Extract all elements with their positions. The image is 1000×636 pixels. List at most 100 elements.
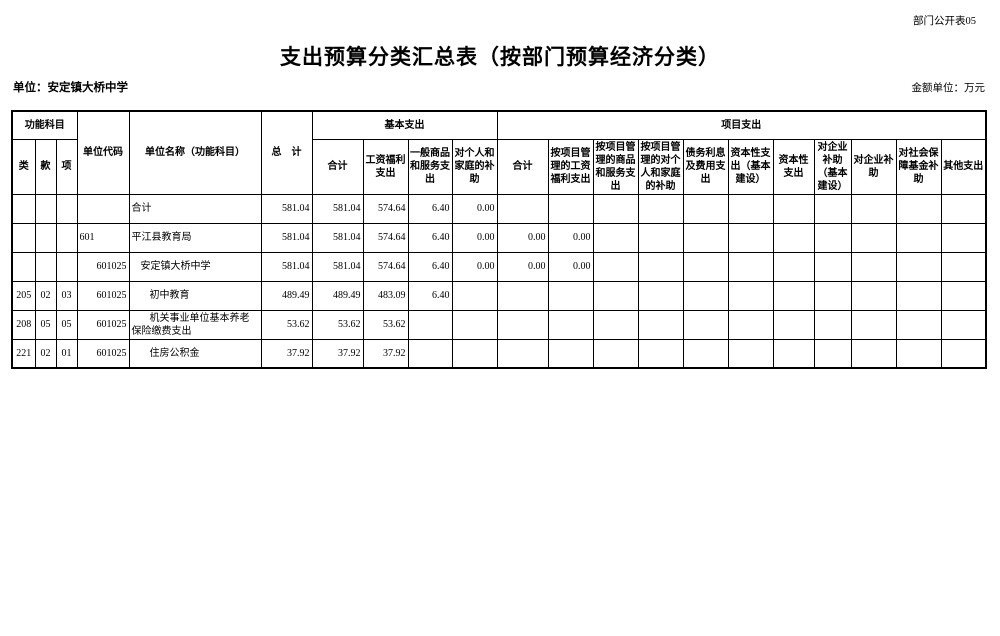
cell-unit-name: 平江县教育局 (128, 222, 262, 253)
cell-value (895, 280, 942, 311)
cell-value (940, 338, 987, 369)
cell-value (727, 280, 774, 311)
cell-value: 0.00 (451, 251, 498, 282)
table-row: 221 02 01 601025 住房公积金 37.92 37.92 37.92 (11, 338, 987, 369)
cell-value (451, 309, 498, 340)
cell-value (772, 251, 815, 282)
cell-value (637, 338, 684, 369)
cell-value (772, 222, 815, 253)
cell-value (772, 280, 815, 311)
cell-value (813, 338, 852, 369)
cell-value (592, 193, 639, 224)
cell-value (727, 222, 774, 253)
col-header-unit-name: 单位名称（功能科目） (128, 110, 262, 195)
cell-value: 489.49 (311, 280, 364, 311)
cell-value: 37.92 (362, 338, 409, 369)
cell-value (637, 193, 684, 224)
cell-value (682, 251, 729, 282)
cell-value (850, 222, 897, 253)
cell-value (940, 309, 987, 340)
cell-value (547, 280, 594, 311)
cell-value (407, 338, 453, 369)
cell-value (727, 251, 774, 282)
cell-value: 574.64 (362, 251, 409, 282)
table-row: 601025 安定镇大桥中学 581.04 581.04 574.64 6.40 0.00 0… (11, 251, 987, 282)
cell-func-item: 03 (55, 280, 78, 311)
col-header-enterprise-subsidy: 对企业补助 (850, 138, 897, 195)
cell-unit-code: 601025 (76, 309, 130, 340)
cell-value (813, 251, 852, 282)
cell-value: 581.04 (311, 193, 364, 224)
cell-value (547, 309, 594, 340)
col-header-func-item: 项 (55, 138, 78, 195)
cell-value: 483.09 (362, 280, 409, 311)
col-header-func-class: 类 (11, 138, 36, 195)
col-header-basic-goods-services: 一般商品和服务支出 (407, 138, 453, 195)
cell-unit-name: 初中教育 (128, 280, 262, 311)
cell-value: 6.40 (407, 251, 453, 282)
budget-table: 功能科目 单位代码 单位名称（功能科目） 总 计 基本支出 项目支出 类 款 项… (11, 110, 988, 369)
cell-value (637, 251, 684, 282)
col-header-grand-total: 总 计 (260, 110, 313, 195)
cell-func-class: 205 (11, 280, 36, 311)
cell-func-class (11, 251, 36, 282)
cell-value (637, 280, 684, 311)
cell-value (496, 338, 549, 369)
cell-value (592, 338, 639, 369)
cell-value (682, 280, 729, 311)
cell-value (682, 338, 729, 369)
cell-func-section (34, 193, 57, 224)
cell-value: 489.49 (260, 280, 313, 311)
cell-value (850, 251, 897, 282)
cell-value (895, 222, 942, 253)
cell-unit-name: 安定镇大桥中学 (128, 251, 262, 282)
cell-unit-name: 机关事业单位基本养老保险缴费支出 (128, 309, 262, 340)
cell-value (813, 193, 852, 224)
cell-value (727, 338, 774, 369)
cell-unit-code (76, 193, 130, 224)
col-header-unit-code: 单位代码 (76, 110, 130, 195)
cell-func-item: 01 (55, 338, 78, 369)
page-title: 支出预算分类汇总表（按部门预算经济分类） (280, 45, 720, 69)
cell-value (895, 309, 942, 340)
cell-value: 0.00 (547, 251, 594, 282)
cell-func-section: 02 (34, 338, 57, 369)
cell-value (682, 222, 729, 253)
cell-value (850, 309, 897, 340)
cell-value (772, 193, 815, 224)
cell-value (637, 222, 684, 253)
col-header-enterprise-subsidy-construction: 对企业补助（基本建设） (813, 138, 852, 195)
cell-value: 6.40 (407, 280, 453, 311)
cell-value (592, 251, 639, 282)
cell-unit-code: 601025 (76, 251, 130, 282)
cell-value (940, 280, 987, 311)
cell-value (940, 251, 987, 282)
cell-value (940, 193, 987, 224)
cell-value (850, 338, 897, 369)
col-header-basic-wages: 工资福利支出 (362, 138, 409, 195)
cell-value (772, 309, 815, 340)
cell-value (727, 309, 774, 340)
cell-func-class: 221 (11, 338, 36, 369)
col-header-other-expenditure: 其他支出 (940, 138, 987, 195)
cell-value: 53.62 (362, 309, 409, 340)
cell-func-item (55, 193, 78, 224)
cell-value (592, 309, 639, 340)
cell-value (592, 222, 639, 253)
cell-func-section (34, 222, 57, 253)
cell-value (895, 338, 942, 369)
cell-func-section (34, 251, 57, 282)
cell-value (547, 338, 594, 369)
cell-value (451, 280, 498, 311)
table-row: 205 02 03 601025 初中教育 489.49 489.49 483.09 6.40 (11, 280, 987, 311)
cell-value: 574.64 (362, 222, 409, 253)
col-header-project-wages: 按项目管理的工资福利支出 (547, 138, 594, 195)
cell-value: 53.62 (311, 309, 364, 340)
cell-func-section: 05 (34, 309, 57, 340)
unit-label: 单位：安定镇大桥中学 (13, 82, 128, 94)
amount-unit-label: 金额单位：万元 (911, 83, 986, 94)
cell-value: 0.00 (547, 222, 594, 253)
col-header-capital: 资本性支出 (772, 138, 815, 195)
cell-func-item: 05 (55, 309, 78, 340)
cell-value (682, 309, 729, 340)
